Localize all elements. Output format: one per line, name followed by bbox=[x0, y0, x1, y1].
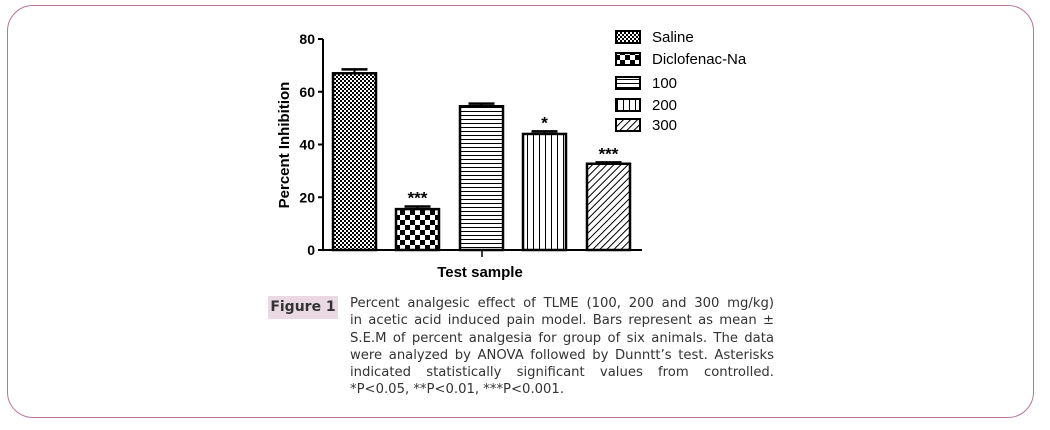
legend-swatch bbox=[615, 52, 641, 66]
figure-frame bbox=[7, 5, 1034, 418]
y-axis-label: Percent Inhibition bbox=[276, 82, 293, 209]
x-axis-label: Test sample bbox=[437, 264, 523, 281]
figure-label: Figure 1 bbox=[268, 296, 338, 319]
caption-line: Percent analgesic effect of TLME (100, 2… bbox=[350, 296, 774, 311]
y-tick-label: 40 bbox=[299, 137, 315, 153]
bar-200 bbox=[521, 132, 568, 252]
bar-300 bbox=[585, 162, 632, 252]
figure-caption: Percent analgesic effect of TLME (100, 2… bbox=[350, 295, 774, 399]
significance-marker: *** bbox=[599, 144, 619, 163]
legend-label: 200 bbox=[652, 97, 677, 114]
legend-swatch bbox=[615, 118, 641, 132]
y-tick-label: 60 bbox=[299, 84, 315, 100]
legend-label: Diclofenac-Na bbox=[652, 51, 747, 68]
caption-line: in acetic acid induced pain model. Bars … bbox=[350, 313, 774, 329]
significance-marker: *** bbox=[408, 188, 428, 207]
legend-swatch bbox=[615, 30, 641, 44]
bar-chart: 0 20 40 60 80 Percent Inhibition Test sample *… bbox=[276, 29, 747, 281]
bar-diclofenac-na bbox=[394, 207, 441, 252]
legend-label: 100 bbox=[652, 75, 677, 92]
caption-line: *P<0.05, **P<0.01, ***P<0.001. bbox=[350, 382, 565, 398]
y-tick-label: 80 bbox=[299, 31, 315, 47]
legend-label: Saline bbox=[652, 29, 694, 46]
y-tick-label: 20 bbox=[299, 189, 315, 205]
caption-line: were analyzed by ANOVA followed by Dunnt… bbox=[350, 347, 774, 363]
caption-line: S.E.M of percent analgesia for group of … bbox=[350, 330, 774, 346]
caption-line: indicated statistically significant valu… bbox=[350, 365, 774, 381]
legend-swatch bbox=[615, 76, 641, 90]
legend-label: 300 bbox=[652, 117, 677, 134]
bar-saline bbox=[331, 72, 378, 252]
legend-swatch bbox=[615, 98, 641, 112]
y-tick-label: 0 bbox=[307, 242, 315, 258]
bar-100 bbox=[458, 105, 505, 252]
significance-marker: * bbox=[541, 113, 548, 132]
